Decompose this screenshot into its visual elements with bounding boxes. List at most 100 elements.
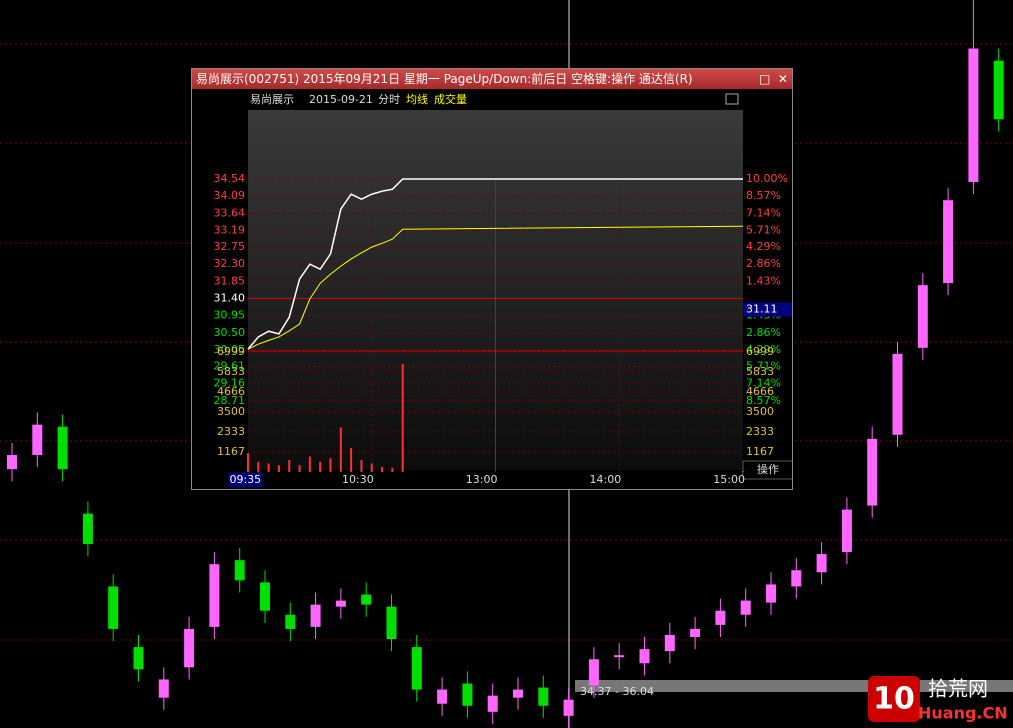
site-url: Huang.CN <box>918 704 1008 723</box>
candle-body <box>664 634 675 652</box>
candle-body <box>184 628 195 668</box>
pct-tick-label: 10.00% <box>746 172 788 185</box>
candle-body <box>82 513 93 544</box>
volume-bar <box>350 447 353 472</box>
price-line <box>247 178 743 350</box>
candle-body <box>234 560 245 581</box>
y-tick-label: 31.40 <box>214 292 246 305</box>
volume-bar <box>360 459 363 472</box>
avg-line <box>247 225 744 350</box>
y2-tick-label: 1167 <box>217 445 245 458</box>
pct-tick-label: 5.71% <box>746 360 781 373</box>
pct-tick-label: 4.29% <box>746 240 781 253</box>
y-tick-label: 28.71 <box>214 394 246 407</box>
y-tick-label: 30.50 <box>214 326 246 339</box>
candle-body <box>335 600 346 607</box>
candle-body <box>310 604 321 627</box>
watermark: 10 拾荒网 Huang.CN <box>868 676 1008 723</box>
title-bar: 易尚展示(002751) 2015年09月21日 星期一 PageUp/Down… <box>192 69 792 89</box>
crosshair-x-label: 09:35 <box>229 473 261 486</box>
y2-tick-label-right: 1167 <box>746 445 774 458</box>
volume-bar <box>247 453 249 472</box>
x-tick-label: 15:00 <box>713 473 745 486</box>
window-buttons[interactable]: □ ✕ <box>758 72 788 86</box>
y2-tick-label-right: 5833 <box>746 365 774 378</box>
logo-box <box>868 676 920 722</box>
candle-body <box>690 628 701 637</box>
y-tick-label: 32.75 <box>214 240 246 253</box>
y-tick-label: 31.85 <box>214 274 246 287</box>
crosshair-y-box <box>743 302 792 317</box>
y-tick-label: 33.64 <box>214 206 246 219</box>
x-tick-label: 13:00 <box>466 473 498 486</box>
candle-body <box>32 424 43 455</box>
y-tick-label: 29.16 <box>214 377 246 390</box>
candle-body <box>892 353 903 435</box>
mode: 分时 <box>378 93 400 106</box>
y2-tick-label: 5833 <box>217 365 245 378</box>
candle-body <box>7 455 17 470</box>
symbol-name: 易尚展示 <box>250 92 294 106</box>
y2-tick-label: 2333 <box>217 425 245 438</box>
pct-tick-label: 7.14% <box>746 206 781 219</box>
y-tick-label: 30.95 <box>214 309 246 322</box>
candle-body <box>513 689 523 698</box>
volume-bar <box>298 465 301 472</box>
candle-body <box>437 689 448 704</box>
candle-body <box>917 285 928 348</box>
candle-body <box>614 655 625 658</box>
volume-bar <box>391 467 394 472</box>
y2-tick-label: 4666 <box>217 385 245 398</box>
volume-bar <box>319 461 322 472</box>
site-name: 拾荒网 <box>928 677 988 701</box>
logo: 10 <box>873 682 915 717</box>
candle-body <box>285 614 296 629</box>
y-tick-label: 30.05 <box>214 343 246 356</box>
y-tick-label: 29.61 <box>214 360 246 373</box>
candle-body <box>867 438 878 506</box>
candle-body <box>133 647 144 670</box>
candle-body <box>841 509 852 553</box>
volume-bar <box>381 466 384 472</box>
x-tick-label: 14:00 <box>590 473 622 486</box>
candle-body <box>386 606 397 640</box>
y2-tick-label: 3500 <box>217 405 245 418</box>
crosshair-y-label: 31.11 <box>746 303 778 316</box>
candle-body <box>715 610 726 625</box>
candle-body <box>943 200 954 284</box>
volume-bar <box>742 471 744 472</box>
candle-body <box>108 586 119 629</box>
y-tick-label: 34.09 <box>214 189 246 202</box>
volume-bar <box>257 461 260 472</box>
y2-tick-label-right: 2333 <box>746 425 774 438</box>
intraday-window[interactable]: 易尚展示(002751) 2015年09月21日 星期一 PageUp/Down… <box>191 68 793 490</box>
pct-tick-label: 4.29% <box>746 343 781 356</box>
volume-bar <box>370 463 373 472</box>
legend-volume: 成交量 <box>434 92 467 106</box>
legend-avg: 均线 <box>406 92 428 106</box>
pct-tick-label: 7.14% <box>746 377 781 390</box>
operate-label[interactable]: 操作 <box>757 462 779 476</box>
operate-box[interactable] <box>742 460 792 480</box>
candle-body <box>639 649 650 664</box>
window-title: 易尚展示(002751) 2015年09月21日 星期一 PageUp/Down… <box>196 72 693 86</box>
candle-body <box>209 564 220 627</box>
y2-tick-label-right: 6999 <box>746 345 774 358</box>
candle-body <box>791 570 802 587</box>
x-tick-label: 10:30 <box>342 473 374 486</box>
volume-bar <box>288 459 291 472</box>
intraday-chart: 易尚展示 2015-09-21 分时 均线 成交量 操作 34.54 34.09 3… <box>214 92 792 487</box>
toggle-icon[interactable] <box>725 93 739 105</box>
pct-tick-label: 1.43% <box>746 274 781 287</box>
candle-body <box>993 60 1004 120</box>
candle-body <box>411 647 422 690</box>
date: 2015-09-21 <box>309 93 373 106</box>
candle-body <box>766 584 776 603</box>
range-label: 34.37 - 36.04 <box>580 685 654 698</box>
candle-body <box>57 426 68 470</box>
volume-bar <box>401 363 404 472</box>
y2-tick-label-right: 4666 <box>746 385 774 398</box>
y-tick-label: 34.54 <box>214 172 246 185</box>
y-tick-label: 32.30 <box>214 257 246 270</box>
